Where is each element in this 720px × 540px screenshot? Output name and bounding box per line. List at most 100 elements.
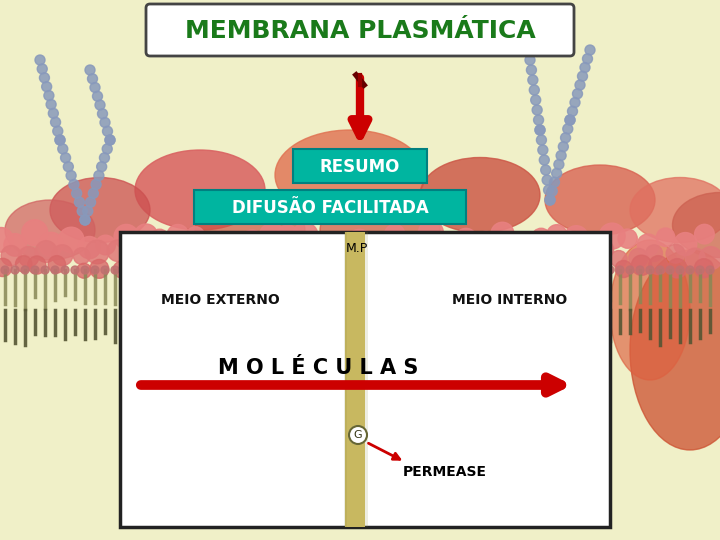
Circle shape	[535, 125, 545, 135]
Circle shape	[686, 266, 694, 274]
Circle shape	[102, 144, 112, 154]
Circle shape	[99, 153, 109, 163]
Circle shape	[60, 153, 71, 163]
Circle shape	[606, 266, 614, 274]
Circle shape	[96, 235, 115, 255]
Circle shape	[552, 168, 562, 178]
Circle shape	[369, 232, 389, 252]
FancyBboxPatch shape	[194, 190, 466, 224]
Circle shape	[94, 171, 104, 180]
Circle shape	[55, 135, 65, 145]
Circle shape	[37, 64, 48, 74]
Circle shape	[167, 225, 189, 246]
Circle shape	[16, 256, 32, 272]
Circle shape	[349, 258, 367, 276]
Circle shape	[524, 240, 543, 259]
Circle shape	[591, 255, 609, 273]
Circle shape	[539, 155, 549, 165]
Circle shape	[415, 258, 431, 273]
Circle shape	[81, 266, 89, 274]
Circle shape	[346, 230, 372, 255]
Circle shape	[290, 242, 307, 259]
Circle shape	[576, 266, 584, 274]
Circle shape	[91, 266, 99, 274]
Circle shape	[251, 258, 273, 280]
Circle shape	[88, 74, 97, 84]
Circle shape	[657, 228, 675, 247]
Circle shape	[48, 109, 58, 118]
Circle shape	[474, 231, 498, 256]
Circle shape	[161, 238, 183, 260]
Circle shape	[107, 240, 129, 261]
Circle shape	[76, 264, 91, 278]
Circle shape	[35, 55, 45, 65]
Circle shape	[490, 258, 510, 278]
Circle shape	[596, 266, 604, 274]
Circle shape	[186, 227, 204, 245]
Text: MEMBRANA PLASMÁTICA: MEMBRANA PLASMÁTICA	[184, 19, 536, 43]
Circle shape	[113, 261, 130, 278]
Circle shape	[147, 242, 164, 260]
Circle shape	[433, 244, 453, 263]
Circle shape	[61, 266, 69, 274]
Circle shape	[561, 133, 570, 143]
Circle shape	[564, 226, 588, 249]
Circle shape	[80, 215, 90, 225]
Circle shape	[685, 248, 705, 268]
Circle shape	[102, 126, 112, 136]
Circle shape	[667, 259, 687, 278]
Circle shape	[586, 266, 594, 274]
Circle shape	[83, 206, 93, 216]
Circle shape	[55, 135, 65, 145]
Circle shape	[86, 240, 109, 264]
Text: DIFUSÃO FACILITADA: DIFUSÃO FACILITADA	[232, 199, 428, 217]
Circle shape	[73, 248, 90, 265]
Circle shape	[538, 145, 548, 155]
Circle shape	[141, 266, 149, 274]
Circle shape	[131, 266, 139, 274]
Circle shape	[259, 223, 285, 249]
Text: M O L É C U L A S: M O L É C U L A S	[218, 358, 418, 378]
Circle shape	[410, 240, 431, 261]
Circle shape	[474, 253, 491, 269]
Circle shape	[629, 248, 648, 267]
Circle shape	[666, 244, 685, 263]
Circle shape	[433, 255, 454, 275]
Circle shape	[35, 241, 57, 262]
Circle shape	[451, 244, 471, 264]
Circle shape	[128, 249, 146, 267]
Circle shape	[646, 245, 662, 261]
Circle shape	[695, 224, 714, 244]
Circle shape	[696, 266, 704, 274]
Circle shape	[561, 241, 580, 260]
Circle shape	[599, 223, 625, 249]
Circle shape	[209, 231, 228, 251]
Circle shape	[582, 54, 593, 64]
FancyBboxPatch shape	[365, 232, 368, 527]
Circle shape	[349, 426, 367, 444]
Circle shape	[580, 63, 590, 72]
Circle shape	[1, 246, 21, 266]
Circle shape	[78, 237, 101, 259]
Circle shape	[390, 262, 407, 279]
Circle shape	[597, 241, 613, 258]
Circle shape	[359, 249, 377, 267]
Text: G: G	[354, 430, 362, 440]
Circle shape	[570, 98, 580, 107]
Circle shape	[150, 229, 169, 248]
Text: M.P: M.P	[346, 241, 368, 254]
Circle shape	[536, 135, 546, 145]
Circle shape	[585, 45, 595, 55]
Circle shape	[485, 246, 506, 268]
Circle shape	[228, 232, 246, 250]
Circle shape	[114, 225, 138, 249]
Circle shape	[39, 232, 63, 256]
Circle shape	[528, 75, 538, 85]
Circle shape	[467, 244, 485, 262]
Circle shape	[240, 230, 264, 254]
Circle shape	[97, 109, 107, 119]
Circle shape	[218, 244, 237, 262]
Circle shape	[253, 247, 271, 265]
Text: PERMEASE: PERMEASE	[403, 465, 487, 479]
Circle shape	[276, 225, 299, 247]
